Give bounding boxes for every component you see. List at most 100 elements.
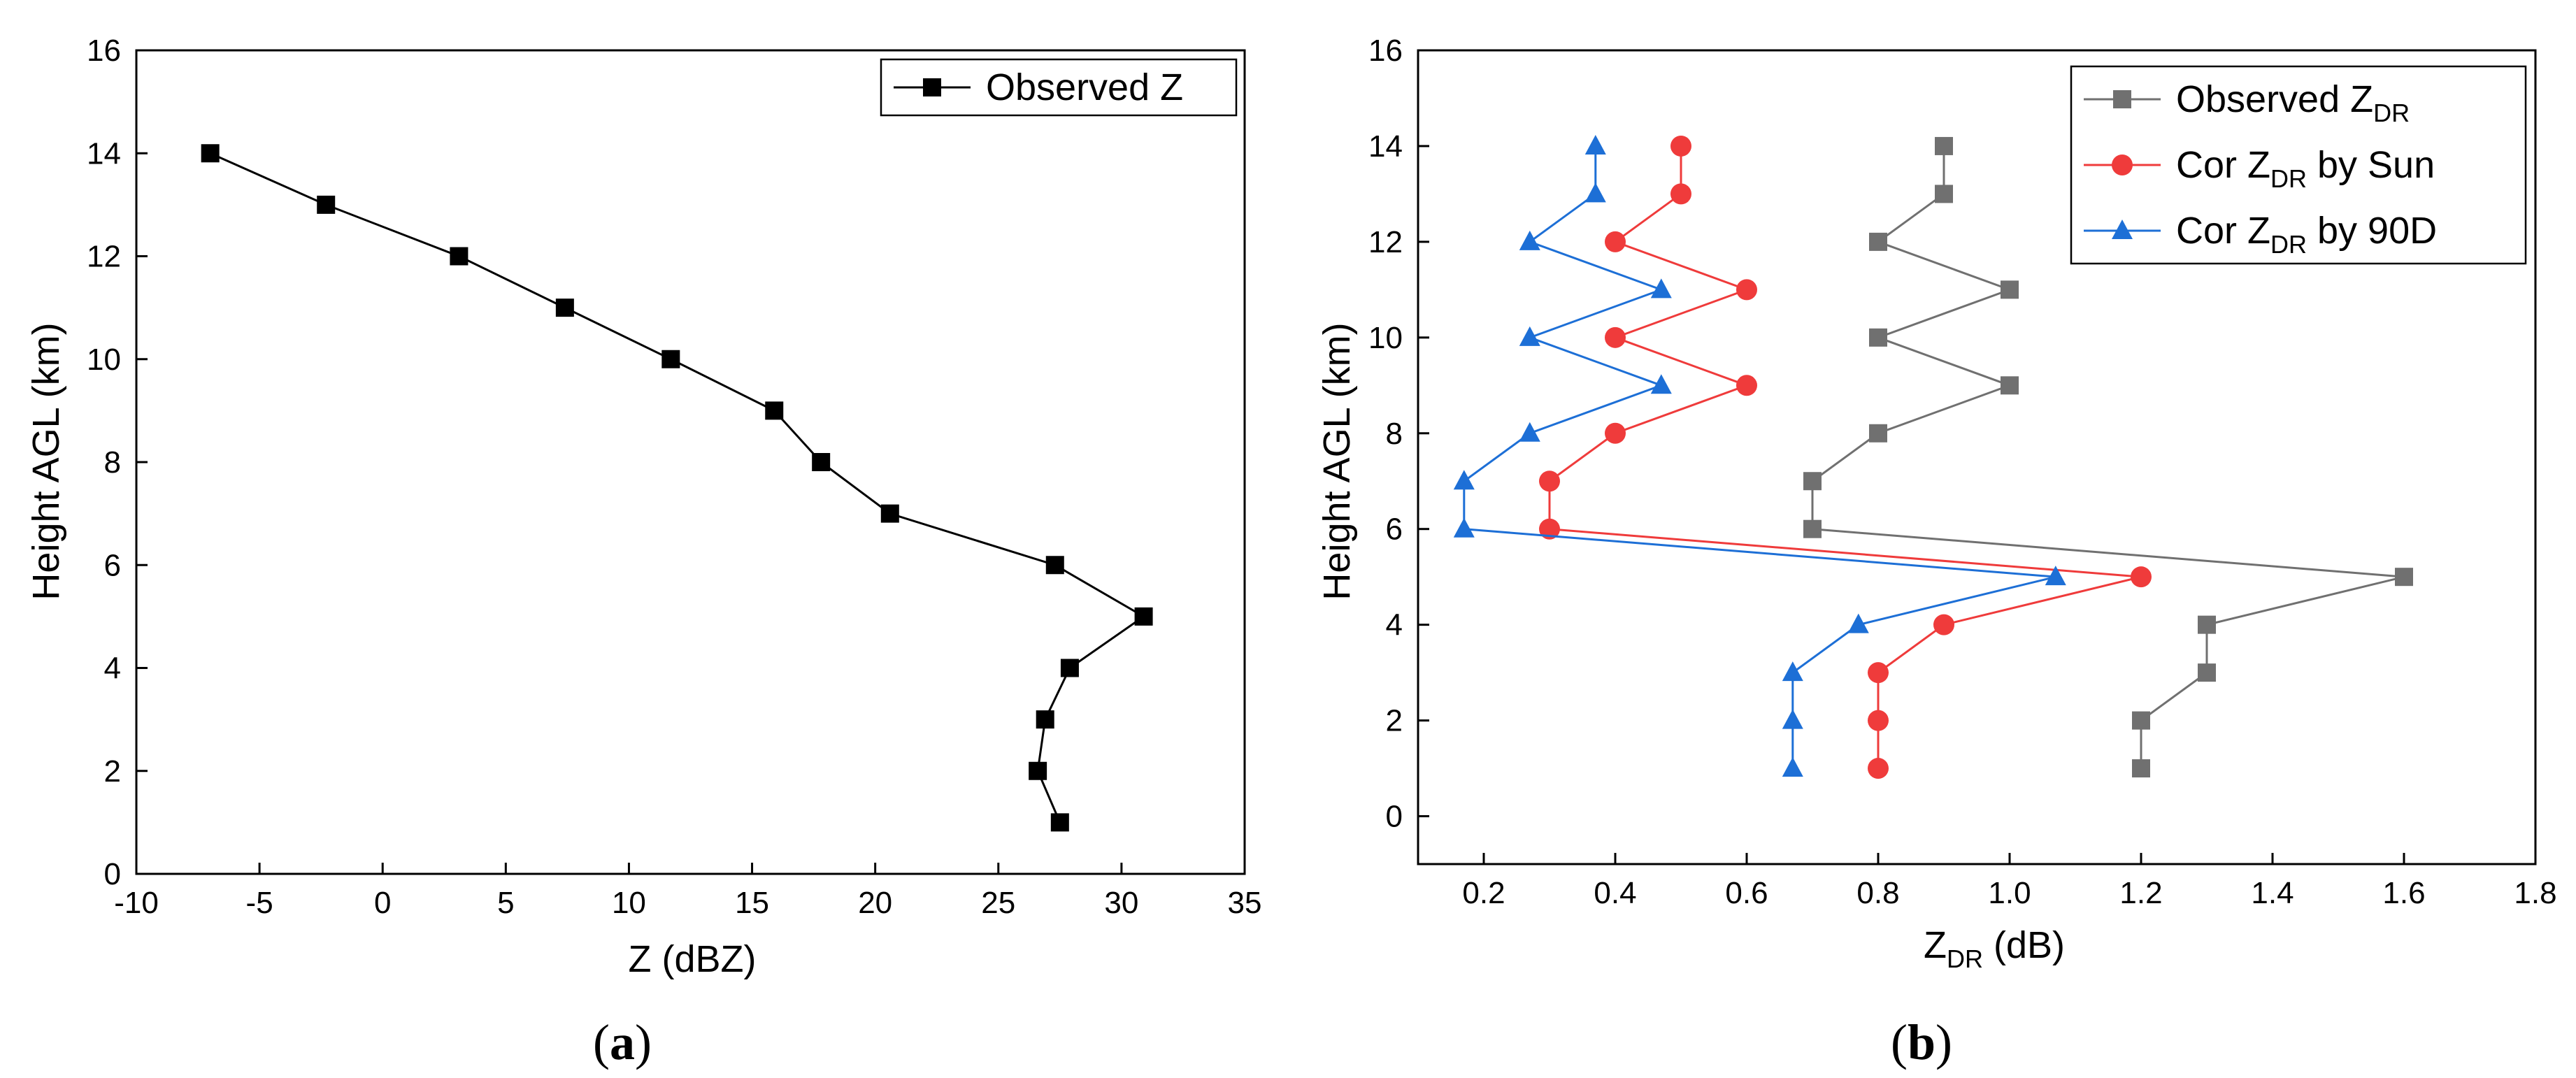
panel-b-x-tick-label: 0.8	[1856, 876, 1899, 910]
panel-b-x-tick-label: 1.2	[2119, 876, 2162, 910]
panel-a-y-tick-label: 12	[87, 240, 121, 274]
panel-b-x-tick-label: 1.0	[1988, 876, 2031, 910]
panel-a-series-0-point	[765, 401, 784, 420]
panel-a-y-tick-label: 16	[87, 34, 121, 68]
panel-a-series-0-point	[1134, 607, 1153, 626]
panel-b-y-tick-label: 6	[1386, 512, 1403, 547]
panel-b-series-2-point	[1847, 613, 1869, 633]
panel-b-series-2-point	[1782, 709, 1803, 729]
panel-b-series-2-point	[1519, 326, 1540, 346]
panel-b-legend-label: Cor ZDR by 90D	[2176, 210, 2437, 259]
panel-b-x-axis-label-subscript: DR	[1947, 944, 1983, 973]
panel-b-y-tick-label: 10	[1368, 321, 1403, 355]
panel-b-series-0	[1803, 136, 2413, 778]
panel-b-x-tick-label: 0.2	[1462, 876, 1505, 910]
panel-b-series-1-point	[1670, 135, 1691, 157]
panel-a-series-0-point	[1036, 710, 1054, 729]
panel-b-x-axis-label: ZDR (dB)	[1924, 924, 2065, 973]
panel-b-series-1	[1539, 135, 2152, 779]
panel-b-x-tick-label: 1.4	[2251, 876, 2294, 910]
panel-a-series-0-point	[1029, 761, 1047, 780]
panel-b-series-2-point	[1782, 661, 1803, 682]
panel-a-legend: Observed Z	[880, 58, 1238, 117]
panel-b-series-2-point	[1453, 470, 1475, 490]
panel-b-series-0-point	[2132, 711, 2150, 730]
panel-b-y-tick-label: 14	[1368, 129, 1403, 164]
panel-a-series-0-point	[1060, 659, 1079, 677]
panel-b-y-axis-label: Height AGL (km)	[1316, 322, 1358, 600]
panel-b-plot-frame	[1417, 49, 2537, 865]
panel-b-series-2-point	[1782, 757, 1803, 777]
panel-b-series-2-point	[1584, 134, 1606, 154]
panel-b-series-0-point	[2395, 568, 2413, 587]
panel-a-y-tick-label: 14	[87, 136, 121, 171]
panel-b-series-1-point	[1539, 518, 1560, 540]
panel-a-y-tick-label: 8	[104, 445, 121, 480]
panel-b-series-1-point	[1670, 183, 1691, 205]
panel-b-chart: Height AGL (km) ZDR (dB) (b) 0 2 4 6 8 10 12 14…	[1316, 34, 2557, 1070]
panel-a-legend-label: Observed Z	[986, 66, 1183, 108]
panel-a-x-tick-label: 0	[374, 886, 391, 920]
panel-b-series-1-line	[1548, 145, 2142, 769]
panel-b-x-tick-label: 1.6	[2382, 876, 2425, 910]
panel-b-legend-swatch-marker	[2113, 90, 2131, 108]
panel-b-series-2-point	[1453, 517, 1475, 538]
panel-a-series-0-point	[1050, 813, 1069, 832]
panel-b-series-1-point	[1736, 375, 1757, 396]
panel-b-series-0-point	[2001, 376, 2019, 395]
panel-a-y-tick-label: 6	[104, 548, 121, 582]
panel-b-caption: (b)	[1891, 1014, 1952, 1070]
panel-a-x-tick-label: 25	[981, 886, 1015, 920]
panel-b-series-0-point	[2198, 663, 2216, 682]
panel-b-legend-swatch-marker	[2112, 154, 2133, 175]
panel-a-chart: Height AGL (km) Z (dBZ) (a) 0 2 4 6 8 10 12 14 1…	[25, 34, 1261, 1070]
panel-a-caption: (a)	[593, 1014, 652, 1070]
panel-a-y-tick-label: 2	[104, 754, 121, 789]
panel-b-series-2-point	[1519, 230, 1540, 250]
panel-b-legend-entry-1: Cor ZDR by Sun	[2084, 144, 2435, 193]
panel-b-caption-letter: b	[1908, 1014, 1935, 1070]
panel-b-series-1-point	[1605, 231, 1626, 252]
panel-b-series-1-point	[1605, 326, 1626, 348]
panel-b-series-2-point	[1584, 182, 1606, 203]
panel-b-series-2-point	[2045, 566, 2066, 586]
panel-b-series-2-point	[1650, 374, 1672, 394]
panel-b-series-1-point	[2131, 566, 2152, 588]
panel-a-plot-frame	[135, 49, 1246, 875]
panel-b-y-tick-label: 4	[1386, 608, 1403, 642]
panel-a-x-tick-label: -5	[246, 886, 273, 920]
panel-b-series-1-point	[1868, 710, 1889, 731]
panel-a-series-0	[201, 144, 1153, 832]
panel-b-y-tick-label: 12	[1368, 225, 1403, 259]
panel-a-series-0-point	[1045, 556, 1064, 575]
panel-b-series-1-point	[1868, 758, 1889, 779]
panel-b-series-1-point	[1539, 470, 1560, 492]
panel-b-legend-label: Observed ZDR	[2176, 78, 2410, 127]
panel-b-legend-entry-0: Observed ZDR	[2084, 78, 2410, 127]
panel-a-series-0-point	[661, 350, 680, 368]
panel-b-series-0-point	[1935, 136, 1953, 155]
panel-a-x-axis-label: Z (dBZ)	[629, 938, 757, 980]
panel-b-series-0-point	[2001, 280, 2019, 299]
panel-b-series-0-point	[2198, 615, 2216, 634]
panel-b-series-2-line	[1463, 145, 2056, 769]
panel-a-series-0-point	[317, 195, 336, 214]
panel-b-series-2-point	[1650, 278, 1672, 299]
panel-a-x-tick-label: -10	[114, 886, 159, 920]
panel-a-x-tick-label: 5	[497, 886, 514, 920]
panel-b-series-0-point	[1803, 472, 1822, 491]
panel-a-series-0-line	[210, 152, 1146, 823]
panel-b-series-0-point	[1935, 185, 1953, 203]
panel-b-legend-label: Cor ZDR by Sun	[2176, 144, 2435, 193]
panel-a-y-tick-label: 10	[87, 343, 121, 377]
panel-b-legend-swatch-marker	[2112, 220, 2133, 239]
panel-a-series-0-point	[880, 504, 899, 523]
panel-a-x-tick-label: 10	[612, 886, 646, 920]
panel-b-y-tick-label: 8	[1386, 417, 1403, 451]
panel-a-series-0-point	[450, 247, 468, 266]
panel-b-x-tick-label: 0.6	[1725, 876, 1768, 910]
panel-b-series-1-point	[1736, 279, 1757, 301]
panel-b-series-1-point	[1868, 662, 1889, 684]
panel-b-series-2-point	[1519, 422, 1540, 442]
